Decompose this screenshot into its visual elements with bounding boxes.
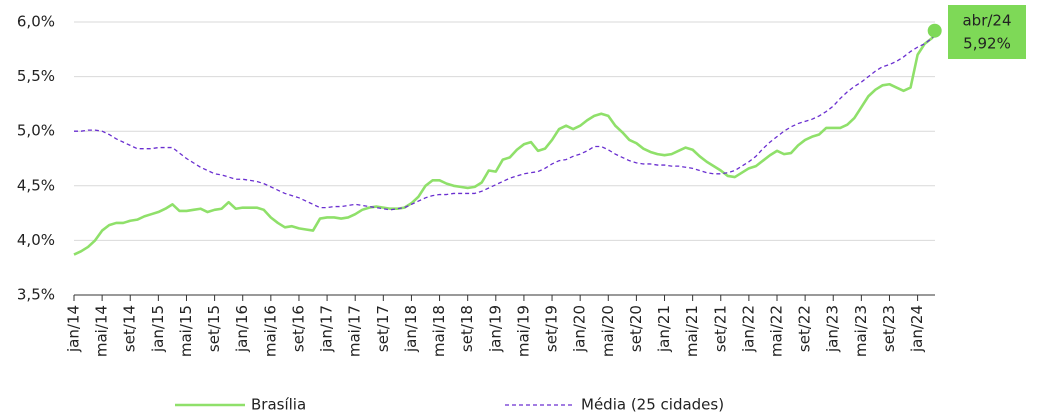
y-tick-label: 5,5% <box>17 67 55 85</box>
y-tick-label: 3,5% <box>17 286 55 304</box>
x-tick-label: jan/20 <box>571 305 589 353</box>
y-tick-label: 5,0% <box>17 122 55 140</box>
annotation-date: abr/24 <box>962 12 1011 30</box>
x-tick-label: mai/14 <box>93 305 111 357</box>
x-tick-label: mai/17 <box>346 305 364 357</box>
x-tick-label: set/20 <box>627 305 645 352</box>
x-tick-label: jan/21 <box>655 305 673 353</box>
series-line <box>74 32 940 211</box>
x-tick-label: jan/15 <box>149 305 167 353</box>
x-tick-label: mai/19 <box>514 305 532 357</box>
x-tick-label: set/22 <box>796 305 814 352</box>
x-tick-label: jan/19 <box>486 305 504 353</box>
x-tick-label: mai/23 <box>852 305 870 357</box>
annotation-box <box>948 5 1026 59</box>
legend-label: Média (25 cidades) <box>581 396 724 413</box>
y-tick-label: 4,5% <box>17 176 55 194</box>
y-tick-label: 6,0% <box>17 13 55 31</box>
x-tick-label: set/18 <box>458 305 476 352</box>
x-tick-label: set/14 <box>121 305 139 352</box>
x-tick-label: set/21 <box>711 305 729 352</box>
x-tick-label: jan/14 <box>65 305 83 353</box>
annotation-label: 5,92% <box>963 35 1011 53</box>
x-tick-label: jan/24 <box>908 305 926 353</box>
x-tick-label: jan/16 <box>233 305 251 353</box>
x-tick-label: set/15 <box>205 305 223 352</box>
x-tick-label: mai/22 <box>768 305 786 357</box>
x-tick-label: jan/17 <box>318 305 336 353</box>
x-tick-label: set/19 <box>543 305 561 352</box>
y-tick-label: 4,0% <box>17 231 55 249</box>
x-tick-label: mai/18 <box>430 305 448 357</box>
x-tick-label: mai/20 <box>599 305 617 357</box>
series-line <box>73 29 940 256</box>
x-tick-label: set/16 <box>289 305 307 352</box>
x-tick-label: set/17 <box>374 305 392 352</box>
annotation-marker <box>927 23 942 38</box>
x-tick-label: set/23 <box>880 305 898 352</box>
x-tick-label: mai/16 <box>261 305 279 357</box>
x-tick-label: mai/15 <box>177 305 195 357</box>
x-tick-label: mai/21 <box>683 305 701 357</box>
x-tick-label: jan/23 <box>824 305 842 353</box>
x-tick-label: jan/18 <box>402 305 420 353</box>
x-tick-label: jan/22 <box>739 305 757 353</box>
legend-label: Brasília <box>251 396 306 413</box>
